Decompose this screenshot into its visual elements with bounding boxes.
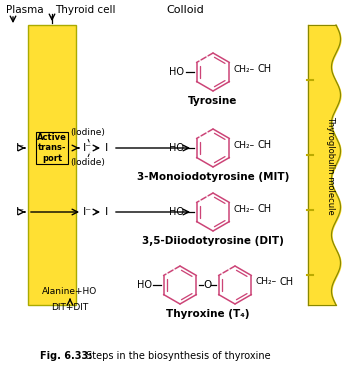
- Text: I: I: [105, 207, 109, 217]
- Text: CH: CH: [258, 64, 272, 74]
- Text: HO: HO: [136, 280, 152, 290]
- Text: Thyroglobulin molecule: Thyroglobulin molecule: [327, 116, 336, 214]
- Text: CH₂–: CH₂–: [256, 277, 277, 287]
- Text: CH: CH: [280, 277, 294, 287]
- Text: CH: CH: [258, 204, 272, 214]
- Text: 3-Monoiodotyrosine (MIT): 3-Monoiodotyrosine (MIT): [137, 172, 289, 182]
- Text: Thyroxine (T₄): Thyroxine (T₄): [166, 309, 249, 319]
- Text: 3,5-Diiodotyrosine (DIT): 3,5-Diiodotyrosine (DIT): [142, 236, 284, 246]
- Text: Colloid: Colloid: [166, 5, 204, 15]
- Text: CH₂–: CH₂–: [234, 205, 255, 213]
- Text: CH: CH: [258, 140, 272, 150]
- Text: HO: HO: [170, 67, 185, 77]
- Text: O: O: [203, 280, 211, 290]
- Text: Thyroid cell: Thyroid cell: [55, 5, 116, 15]
- Text: Fig. 6.33:: Fig. 6.33:: [40, 351, 92, 361]
- Text: (Iodide): (Iodide): [71, 158, 105, 168]
- Bar: [28, 25, 76, 305]
- Text: I⁻: I⁻: [82, 207, 91, 217]
- Text: I⁻: I⁻: [82, 143, 91, 153]
- Text: I⁻: I⁻: [15, 143, 24, 153]
- Text: Steps in the biosynthesis of thyroxine: Steps in the biosynthesis of thyroxine: [83, 351, 271, 361]
- Text: CH₂–: CH₂–: [234, 141, 255, 149]
- Text: Plasma: Plasma: [6, 5, 44, 15]
- Text: HO: HO: [170, 143, 185, 153]
- Text: HO: HO: [170, 207, 185, 217]
- Text: DIT+DIT: DIT+DIT: [51, 303, 89, 311]
- Text: I: I: [105, 143, 109, 153]
- Text: (Iodine): (Iodine): [71, 128, 105, 138]
- Text: Active
trans-
port: Active trans- port: [37, 133, 67, 163]
- Text: Tyrosine: Tyrosine: [188, 96, 238, 106]
- Text: I⁻: I⁻: [15, 207, 24, 217]
- Text: Alanine+HO: Alanine+HO: [42, 287, 98, 295]
- Text: CH₂–: CH₂–: [234, 64, 255, 74]
